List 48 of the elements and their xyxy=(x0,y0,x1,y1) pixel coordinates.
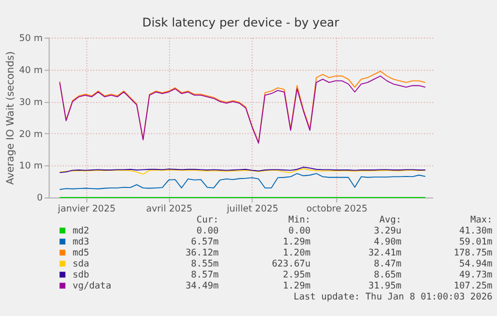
text: 178.75m xyxy=(454,247,493,258)
text: Cur: xyxy=(196,214,219,226)
text: 0.00 xyxy=(196,225,219,236)
text: 623.67u xyxy=(272,258,311,270)
y-tick-label: 40 m xyxy=(19,64,43,76)
text: 54.94m xyxy=(459,258,493,270)
y-tick-label: 50 m xyxy=(19,32,43,44)
text: 49.73m xyxy=(459,269,493,280)
y-tick-label: 20 m xyxy=(19,128,43,140)
text: 1.29m xyxy=(282,280,311,292)
x-tick-label: octobre 2025 xyxy=(306,204,368,215)
text: 31.95m xyxy=(368,280,402,292)
text: 41.30m xyxy=(459,225,493,236)
x-tick-label: juillet 2025 xyxy=(226,204,279,215)
text: Min: xyxy=(288,214,311,226)
text: 1.29m xyxy=(282,236,311,248)
legend-label: vg/data xyxy=(72,280,112,292)
text: 8.47m xyxy=(374,258,402,270)
text: 4.90m xyxy=(374,236,402,248)
text: 3.29u xyxy=(374,225,402,236)
text: 107.25m xyxy=(454,280,493,292)
x-tick-label: janvier 2025 xyxy=(56,204,116,215)
text: 6.57m xyxy=(191,236,220,248)
chart-title: Disk latency per device - by year xyxy=(142,16,340,30)
legend-label: md3 xyxy=(72,236,90,248)
text: Last update: Thu Jan 8 01:00:03 2026 xyxy=(294,291,492,302)
text: 59.01m xyxy=(459,236,493,248)
text: Max: xyxy=(470,214,492,226)
y-tick-label: 30 m xyxy=(19,96,43,108)
text: 8.55m xyxy=(191,258,220,270)
text: Avg: xyxy=(379,214,402,226)
text: 36.12m xyxy=(186,247,220,258)
y-axis-title: Average IO Wait (seconds) xyxy=(6,51,17,185)
y-tick-label: 10 m xyxy=(19,160,43,172)
text: 0.00 xyxy=(288,225,311,236)
text: 8.65m xyxy=(374,269,402,280)
legend-label: sdb xyxy=(72,269,90,280)
legend-label: sda xyxy=(72,258,90,270)
text: 32.41m xyxy=(368,247,402,258)
text: 2.95m xyxy=(282,269,311,280)
text: 8.57m xyxy=(191,269,220,280)
text: 34.49m xyxy=(186,280,220,292)
legend-label: md2 xyxy=(72,225,90,236)
legend-label: md5 xyxy=(72,247,90,258)
y-tick-label: 0 xyxy=(36,192,43,204)
line-series xyxy=(59,173,426,190)
text: 1.20m xyxy=(282,247,311,258)
x-tick-label: avril 2025 xyxy=(146,204,192,215)
